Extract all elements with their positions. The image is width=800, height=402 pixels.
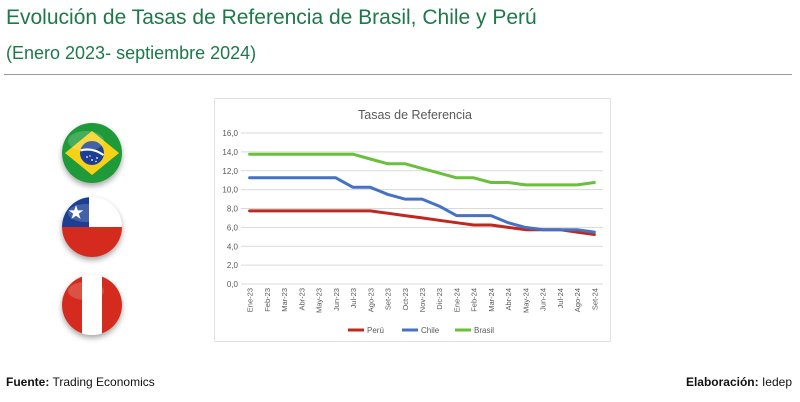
source-value: Trading Economics <box>52 375 155 389</box>
x-tick-label: May-23 <box>315 288 324 313</box>
x-tick-label: Jun-24 <box>539 288 548 311</box>
legend-label-chile: Chile <box>421 326 440 335</box>
source-label: Fuente: <box>6 375 50 389</box>
x-tick-label: May-24 <box>521 288 530 313</box>
page-subtitle: (Enero 2023- septiembre 2024) <box>6 43 257 63</box>
x-tick-label: Abr-23 <box>297 288 306 311</box>
chart-title: Tasas de Referencia <box>358 108 472 122</box>
peru-flag-icon <box>62 275 122 335</box>
x-tick-label: Ene-23 <box>246 288 255 312</box>
title-divider <box>4 74 792 75</box>
y-tick-label: 6,0 <box>227 223 239 232</box>
x-tick-label: Ene-24 <box>452 288 461 312</box>
legend-label-peru: Perú <box>367 326 384 335</box>
credit-value: Iedep <box>761 375 792 389</box>
y-tick-label: 10,0 <box>222 186 238 195</box>
source-note: Fuente: Trading Economics <box>6 375 155 389</box>
x-tick-label: Abr-24 <box>504 288 513 311</box>
x-tick-label: Jul-24 <box>556 288 565 308</box>
x-tick-label: Dic-23 <box>435 288 444 310</box>
y-tick-label: 4,0 <box>227 242 239 251</box>
brazil-flag-icon <box>62 123 122 183</box>
series-line-brasil <box>248 152 596 187</box>
y-tick-label: 12,0 <box>222 167 238 176</box>
x-tick-label: Set-23 <box>384 288 393 310</box>
x-tick-label: Mar-23 <box>280 288 289 312</box>
credit-note: Elaboración: Iedep <box>686 375 792 389</box>
x-tick-label: Feb-23 <box>263 288 272 312</box>
x-tick-label: Nov-23 <box>418 288 427 312</box>
x-tick-label: Jun-23 <box>332 288 341 311</box>
x-tick-label: Oct-23 <box>401 288 410 311</box>
x-tick-label: Feb-24 <box>470 288 479 312</box>
legend-label-brasil: Brasil <box>474 326 494 335</box>
credit-label: Elaboración: <box>685 375 759 389</box>
x-tick-label: Ago-24 <box>573 288 582 312</box>
series-line-chile <box>248 176 596 234</box>
y-tick-label: 2,0 <box>227 261 239 270</box>
y-tick-label: 16,0 <box>222 129 238 138</box>
page-title: Evolución de Tasas de Referencia de Bras… <box>6 6 537 29</box>
x-tick-label: Set-24 <box>590 288 599 310</box>
y-tick-label: 8,0 <box>227 205 239 214</box>
y-tick-label: 14,0 <box>222 148 238 157</box>
chart-container: Tasas de Referencia 0,0 2,0 4,0 6,0 8,0 10,0 1… <box>214 98 611 342</box>
x-tick-label: Jul-23 <box>349 288 358 308</box>
x-tick-label: Mar-24 <box>487 288 496 312</box>
chile-flag-icon <box>62 197 122 257</box>
x-tick-label: Ago-23 <box>366 288 375 312</box>
line-chart: Tasas de Referencia 0,0 2,0 4,0 6,0 8,0 10,0 1… <box>222 108 603 335</box>
y-tick-label: 0,0 <box>227 280 239 289</box>
